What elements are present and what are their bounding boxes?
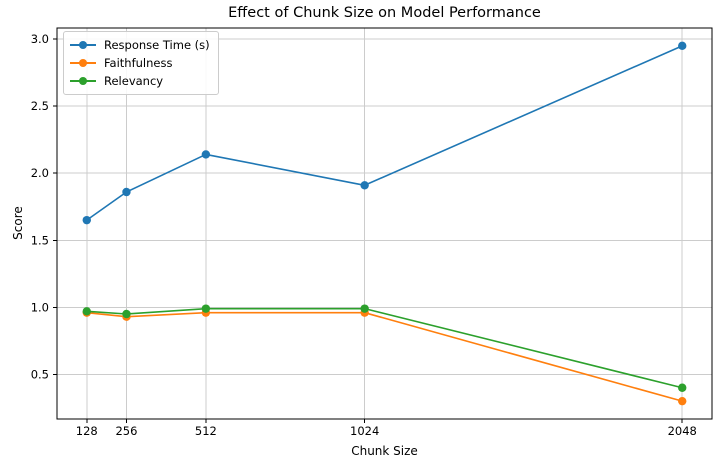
legend-label: Faithfulness [104,56,173,70]
data-point [678,41,687,51]
data-point [201,304,211,313]
legend-label: Relevancy [104,74,164,88]
data-point [122,309,131,319]
data-point [678,396,687,406]
legend-item-relevancy: Relevancy [70,73,210,89]
data-point [360,304,369,313]
x-tick-label: 512 [195,424,217,438]
x-tick-label: 256 [115,424,137,438]
y-tick-label: 2.0 [31,166,49,180]
legend-line-marker-icon [70,76,96,86]
legend-item-response-time: Response Time (s) [70,37,210,53]
data-point [201,150,211,159]
y-tick-label: 2.5 [31,99,49,113]
legend-label: Response Time (s) [104,38,210,52]
x-axis-label: Chunk Size [351,444,418,458]
x-tick-label: 2048 [668,424,697,438]
data-point [678,383,687,392]
series-line [85,311,684,402]
plot-border [56,27,713,420]
y-tick-label: 1.5 [31,233,49,247]
legend-line-marker-icon [70,40,96,50]
legend-item-faithfulness: Faithfulness [70,55,210,71]
y-tick-label: 1.0 [31,300,49,314]
legend-line-marker-icon [70,58,96,68]
y-tick-label: 3.0 [31,32,49,46]
legend: Response Time (s) Faithfulness Relevancy [63,31,219,95]
y-tick-label: 0.5 [31,367,49,381]
y-axis-label: Score [11,206,25,240]
x-tick-label: 1024 [350,424,379,438]
chart-title: Effect of Chunk Size on Model Performanc… [228,5,541,21]
data-point [82,215,91,225]
data-point [122,187,131,197]
data-point [360,181,369,190]
x-tick-label: 128 [76,424,98,438]
data-point [82,307,91,316]
